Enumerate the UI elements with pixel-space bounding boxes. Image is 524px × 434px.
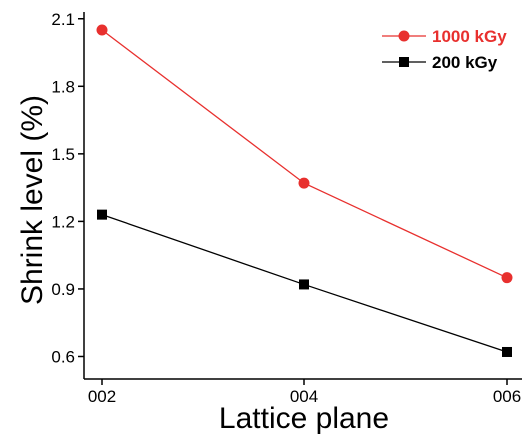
series-layer [96,24,513,357]
y-tick-label: 1.5 [51,145,75,164]
data-point [501,272,513,284]
y-tick-label: 0.9 [51,280,75,299]
legend-marker [398,30,410,42]
data-point [96,24,108,36]
x-tick-label: 004 [290,387,318,406]
x-tick-label: 002 [88,387,116,406]
legend-label: 200 kGy [432,53,498,72]
legend-label: 1000 kGy [432,27,507,46]
y-tick-label: 2.1 [51,10,75,29]
data-point [97,209,107,220]
legend-marker [399,57,409,67]
data-point [299,279,309,290]
x-tick-label: 006 [493,387,521,406]
axes: 0.6 0.9 1.2 1.5 1.8 2.1 002 004 006 [51,10,522,406]
y-tick-label: 1.8 [51,77,75,96]
y-axis-title: Shrink level (%) [16,95,49,305]
y-tick-label: 1.2 [51,212,75,231]
legend: 1000 kGy 200 kGy [382,27,507,72]
x-axis-title: Lattice plane [219,402,389,434]
y-tick-label: 0.6 [51,347,75,366]
data-point [298,177,310,189]
data-point [502,346,512,357]
